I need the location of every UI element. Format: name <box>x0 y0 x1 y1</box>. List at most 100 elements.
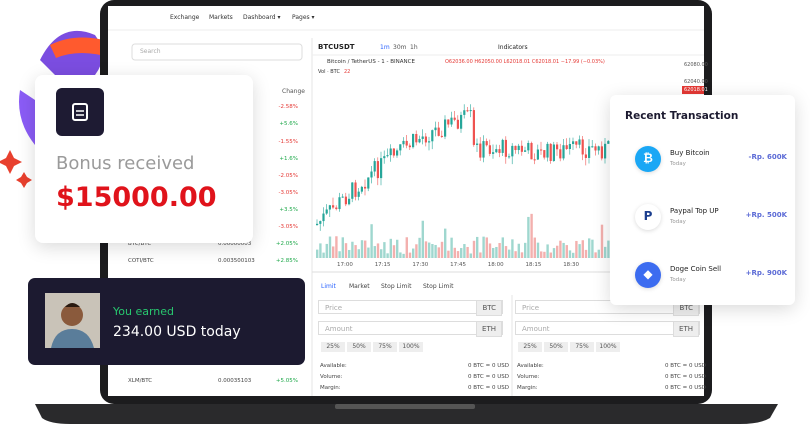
transaction-name: Buy Bitcoin <box>670 149 710 157</box>
candle <box>572 252 575 258</box>
candle <box>370 224 373 258</box>
nav-item[interactable]: Exchange <box>170 14 200 21</box>
candle <box>386 155 389 157</box>
candle <box>469 110 472 112</box>
candle <box>453 247 456 258</box>
indicators[interactable]: Indicators <box>498 44 528 51</box>
candle <box>431 130 434 142</box>
candle <box>418 237 421 258</box>
candle <box>357 249 360 258</box>
candle <box>562 145 565 159</box>
candle <box>332 205 335 208</box>
candle <box>498 243 501 258</box>
volume-value: 22 <box>344 69 351 75</box>
percent-button[interactable]: 50% <box>347 342 371 352</box>
candle <box>600 224 604 258</box>
input[interactable]: Price BTC <box>318 300 503 316</box>
row-pair: COTI/BTC <box>128 258 154 264</box>
symbol[interactable]: BTCUSDT <box>318 43 355 51</box>
interval[interactable]: 1m <box>380 44 390 51</box>
row-pair: BTC/BTC <box>128 241 152 247</box>
transaction-amount: +Rp. 900K <box>745 269 787 277</box>
candle <box>463 244 466 258</box>
percent-button[interactable]: 100% <box>596 342 620 352</box>
search-box[interactable] <box>131 43 303 61</box>
candle <box>552 248 556 258</box>
candle <box>402 253 405 258</box>
candle <box>460 114 463 129</box>
candle <box>341 237 344 258</box>
candle <box>322 252 325 258</box>
input[interactable]: Amount ETH <box>318 321 503 337</box>
volume-label: Vol · BTC <box>318 69 340 75</box>
candle <box>565 245 568 258</box>
candle <box>559 149 562 159</box>
candle <box>546 244 549 258</box>
order-tab[interactable]: Stop Limit <box>381 283 412 290</box>
star <box>0 150 22 174</box>
candle <box>575 141 578 145</box>
candle <box>504 246 508 258</box>
candle <box>351 182 354 199</box>
candle <box>530 142 533 160</box>
candle <box>498 149 501 153</box>
candle <box>552 144 555 161</box>
candle <box>540 149 543 151</box>
candle <box>389 148 392 156</box>
candle <box>543 251 546 258</box>
candle <box>383 242 386 258</box>
candle <box>383 156 386 159</box>
nav-item[interactable]: Dashboard ▾ <box>243 14 281 21</box>
candle <box>316 249 319 258</box>
candle <box>380 158 383 179</box>
order-tab[interactable]: Stop Limit <box>423 283 454 290</box>
transaction-row[interactable]: P Paypal Top UP Today +Rp. 500K <box>632 201 787 235</box>
candle <box>428 242 431 258</box>
column-header: Change <box>282 88 305 95</box>
candle <box>485 141 488 146</box>
candle <box>517 145 520 151</box>
unit: BTC <box>476 300 502 316</box>
candle <box>540 251 543 258</box>
volume-label: Volume: <box>517 374 540 380</box>
candle <box>328 236 332 258</box>
candle <box>511 239 514 258</box>
candle <box>476 236 479 258</box>
candle <box>316 223 319 225</box>
interval[interactable]: 1h <box>410 44 418 51</box>
candle <box>360 186 363 192</box>
nav-item[interactable]: Pages ▾ <box>292 14 315 21</box>
candle <box>520 252 524 258</box>
candle <box>376 243 380 258</box>
transaction-row[interactable]: ₿ Buy Bitcoin Today -Rp. 600K <box>632 143 787 177</box>
input[interactable]: Amount ETH <box>515 321 700 337</box>
candle <box>348 249 351 258</box>
percent-button[interactable]: 25% <box>518 342 542 352</box>
percent-button[interactable]: 100% <box>399 342 423 352</box>
candle <box>325 243 328 258</box>
transaction-row[interactable]: ◆ Doge Coin Sell Today +Rp. 900K <box>632 259 787 293</box>
percent-button[interactable]: 75% <box>373 342 397 352</box>
bonus-label: Bonus received <box>56 153 195 174</box>
row-change: -3.05% <box>278 224 298 230</box>
candle <box>440 241 444 258</box>
candle <box>338 197 341 210</box>
candle <box>380 249 383 258</box>
candle <box>444 228 447 258</box>
order-tab[interactable]: Limit <box>321 283 336 290</box>
candle <box>482 141 485 158</box>
nav-item[interactable]: Markets <box>209 14 233 21</box>
percent-button[interactable]: 75% <box>570 342 594 352</box>
candle <box>386 253 389 258</box>
earned-card: You earned 234.00 USD today <box>28 278 305 365</box>
percent-button[interactable]: 50% <box>544 342 568 352</box>
candle <box>348 198 351 205</box>
interval[interactable]: 30m <box>393 44 407 51</box>
percent-button[interactable]: 25% <box>321 342 345 352</box>
candle <box>373 246 376 258</box>
candle <box>527 142 530 151</box>
candle <box>396 150 399 156</box>
order-tab[interactable]: Market <box>349 283 370 290</box>
available-value: 0 BTC = 0 USD <box>665 363 707 369</box>
